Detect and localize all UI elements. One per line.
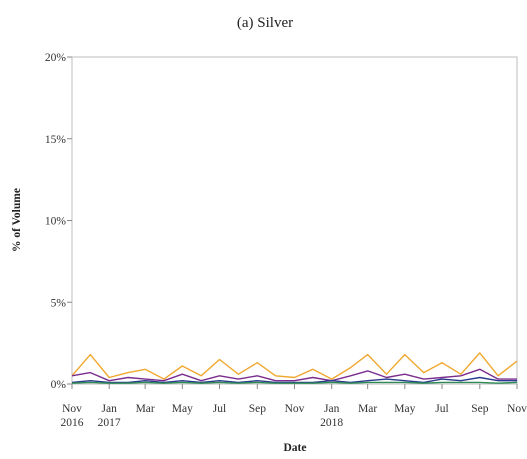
x-tick-label: Nov: [62, 403, 82, 415]
x-tick-year-label: 2016: [61, 417, 84, 429]
y-tick-label: 15%: [45, 134, 67, 146]
x-tick-label: Nov: [507, 403, 527, 415]
y-tick-label: 10%: [45, 216, 67, 228]
x-tick-label: May: [172, 403, 193, 415]
x-axis: Nov 2016 Jan 2017 Mar May Jul Sep Nov Jan 2018 Mar M…: [61, 384, 527, 429]
y-tick-label: 0%: [51, 379, 67, 391]
chart-title: (a) Silver: [237, 15, 293, 31]
x-tick-label: Sep: [471, 403, 489, 415]
y-tick-label: 5%: [51, 297, 67, 309]
x-tick-label: Nov: [285, 403, 305, 415]
y-tick-label: 20%: [45, 52, 67, 64]
x-tick-year-label: 2018: [320, 417, 343, 429]
x-tick-year-label: 2017: [98, 417, 121, 429]
series-layer: [71, 352, 518, 384]
series-line-2: [71, 368, 517, 382]
x-tick-label: Jul: [213, 403, 226, 415]
series-line-1: [71, 352, 518, 380]
y-axis-label: % of Volume: [11, 188, 23, 252]
x-tick-label: May: [394, 403, 415, 415]
x-tick-label: Sep: [249, 403, 267, 415]
x-tick-label: Mar: [136, 403, 155, 415]
x-axis-label: Date: [284, 442, 307, 454]
x-tick-label: Mar: [358, 403, 377, 415]
x-tick-label: Jul: [435, 403, 448, 415]
x-tick-label: Jan: [324, 403, 340, 415]
y-axis: 0% 5% 10% 15% 20%: [45, 52, 72, 391]
series-line-4: [71, 381, 518, 384]
x-tick-label: Jan: [102, 403, 118, 415]
series-line-3: [71, 376, 517, 384]
plot-frame: [71, 56, 518, 385]
